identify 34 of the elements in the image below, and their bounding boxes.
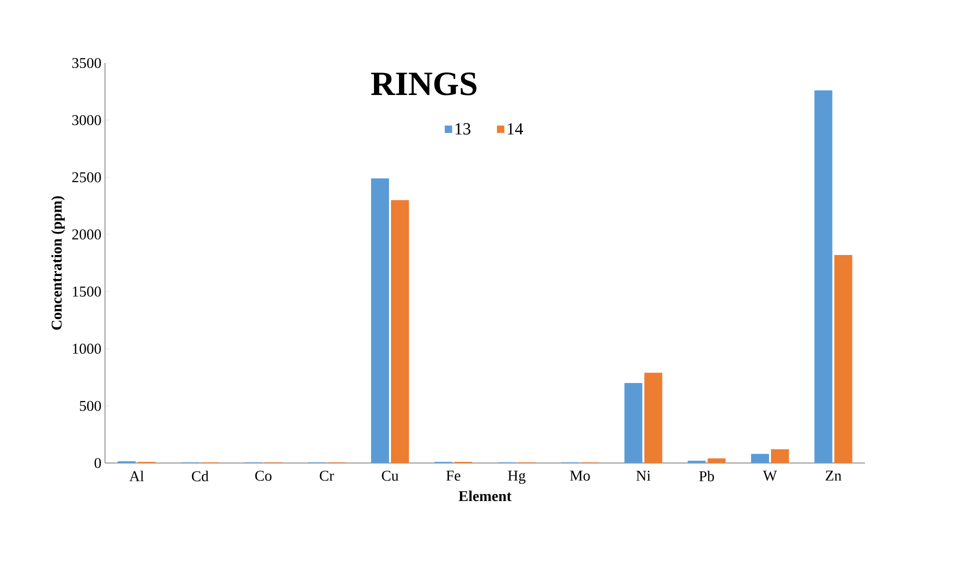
x-tick-label: Cu xyxy=(382,470,398,481)
y-tick-label: 0 xyxy=(94,458,101,468)
bar xyxy=(391,200,409,463)
x-tick-label: Cd xyxy=(192,470,209,482)
x-tick-label: Ni xyxy=(636,470,651,481)
bar xyxy=(771,449,789,463)
y-tick-label: 2000 xyxy=(72,229,101,240)
x-tick-label: Co xyxy=(255,470,272,481)
y-tick-label: 3500 xyxy=(72,58,101,68)
x-tick-label: Cr xyxy=(320,470,334,481)
x-tick-label: Zn xyxy=(826,470,842,481)
y-axis-title: Concentration (ppm) xyxy=(51,196,65,330)
legend-label: 13 xyxy=(456,123,470,135)
bar xyxy=(371,178,390,463)
bar xyxy=(814,90,832,463)
legend-label: 14 xyxy=(508,123,523,134)
x-axis-title: Element xyxy=(458,490,512,502)
y-tick-label: 1000 xyxy=(72,344,101,354)
bar xyxy=(644,372,662,463)
x-tick-label: W xyxy=(762,470,778,481)
x-tick-label: Hg xyxy=(508,470,526,484)
x-tick-label: Al xyxy=(129,470,144,482)
x-tick-label: Mo xyxy=(570,470,590,481)
bar xyxy=(624,383,642,463)
x-tick-label: Fe xyxy=(446,470,460,481)
y-tick-label: 2500 xyxy=(72,172,101,182)
chart-title: RINGS xyxy=(371,72,476,96)
y-tick-label: 500 xyxy=(80,400,101,411)
bar xyxy=(834,255,852,463)
bar xyxy=(751,454,770,463)
x-tick-label: Pb xyxy=(699,470,714,482)
y-tick-label: 3000 xyxy=(72,115,101,126)
y-tick-label: 1500 xyxy=(72,286,101,297)
bar xyxy=(708,458,726,463)
